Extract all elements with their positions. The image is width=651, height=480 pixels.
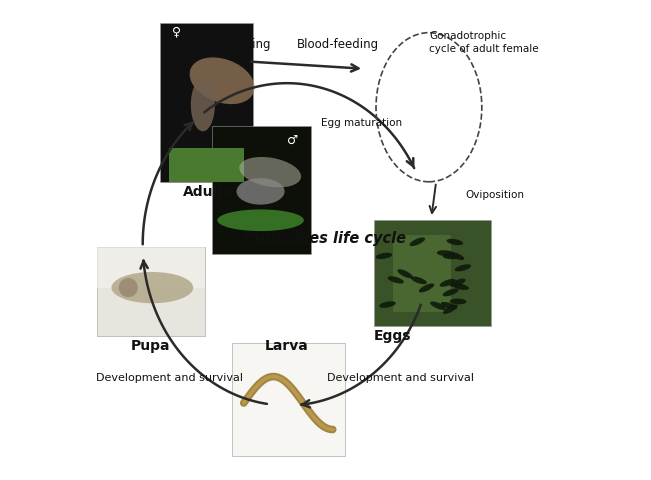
- Bar: [374, 221, 492, 326]
- Ellipse shape: [411, 277, 427, 285]
- Text: Blood-feeding: Blood-feeding: [296, 37, 379, 50]
- Text: Pupa: Pupa: [131, 338, 171, 352]
- Text: Mating: Mating: [230, 37, 271, 50]
- Bar: [393, 235, 450, 312]
- Ellipse shape: [430, 302, 446, 310]
- Text: Development and survival: Development and survival: [327, 372, 473, 382]
- Ellipse shape: [449, 252, 464, 261]
- Bar: [169, 149, 243, 182]
- Ellipse shape: [443, 254, 460, 260]
- Ellipse shape: [447, 239, 463, 246]
- Text: Adults: Adults: [183, 185, 232, 199]
- Bar: [97, 247, 205, 288]
- Bar: [232, 343, 345, 456]
- Ellipse shape: [191, 79, 215, 132]
- Ellipse shape: [236, 179, 284, 205]
- Ellipse shape: [443, 305, 458, 314]
- Bar: [212, 127, 311, 254]
- Text: Larva: Larva: [265, 338, 309, 352]
- Ellipse shape: [397, 270, 413, 279]
- Text: Eggs: Eggs: [374, 329, 411, 343]
- Bar: [159, 24, 253, 182]
- Ellipse shape: [240, 157, 301, 188]
- Ellipse shape: [443, 289, 458, 297]
- Ellipse shape: [452, 284, 469, 290]
- Text: Culicoides life cycle: Culicoides life cycle: [245, 230, 406, 245]
- Text: Development and survival: Development and survival: [96, 372, 243, 382]
- Text: ♀: ♀: [172, 25, 181, 38]
- Ellipse shape: [441, 302, 457, 310]
- Ellipse shape: [450, 279, 465, 287]
- Ellipse shape: [379, 302, 396, 308]
- Ellipse shape: [439, 279, 456, 287]
- Ellipse shape: [189, 58, 255, 105]
- Ellipse shape: [376, 253, 393, 260]
- Ellipse shape: [387, 276, 404, 284]
- Text: Egg maturation: Egg maturation: [321, 118, 402, 127]
- Ellipse shape: [111, 273, 193, 304]
- Ellipse shape: [419, 284, 434, 293]
- Bar: [97, 247, 205, 336]
- Ellipse shape: [118, 278, 138, 298]
- Text: ♂: ♂: [287, 133, 298, 146]
- Ellipse shape: [409, 238, 425, 247]
- Ellipse shape: [217, 210, 304, 231]
- Ellipse shape: [437, 251, 454, 256]
- Text: Oviposition: Oviposition: [465, 190, 524, 199]
- Ellipse shape: [450, 299, 467, 305]
- Ellipse shape: [454, 264, 471, 272]
- Text: Gonadotrophic
cycle of adult female: Gonadotrophic cycle of adult female: [429, 31, 538, 54]
